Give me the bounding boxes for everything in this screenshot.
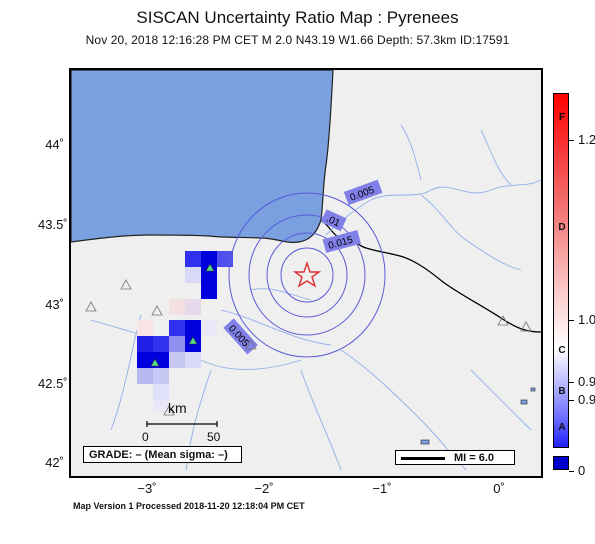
station-icon [163,405,175,416]
map-canvas[interactable]: 0.005 .01 0.015 0.005 [71,70,541,476]
station-icon [150,358,160,367]
mi-legend: MI = 6.0 [395,450,515,465]
lon-label: 0˚ [493,481,505,496]
colorbar-label: 1.0 [578,312,595,327]
epicenter-star-icon [292,260,322,288]
event-details: Nov 20, 2018 12:16:28 PM CET M 2.0 N43.1… [85,33,510,47]
processing-footer: Map Version 1 Processed 2018-11-20 12:18… [73,501,305,511]
station-icon [85,301,97,312]
colorbar-label: 0 [578,463,586,478]
station-icon [520,321,532,332]
station-icon [120,279,132,290]
station-icon [245,339,257,350]
colorbar-tick [569,320,574,321]
map-title: SISCAN Uncertainty Ratio Map : Pyrenees [136,8,459,27]
grade-letter: D [558,222,566,233]
colorbar-tick [569,140,574,141]
station-icon [188,336,198,345]
uncertainty-contours [228,192,386,358]
grade-letter: A [558,422,566,433]
lon-label: −1˚ [372,481,392,496]
lat-label: 42.5˚ [38,376,68,391]
uncertainty-cells [137,251,233,412]
lat-label: 43.5˚ [38,217,68,232]
scale-bar [146,421,218,427]
lon-label: −2˚ [254,481,274,496]
colorbar-tick [569,400,574,401]
colorbar [553,93,569,448]
grade-letter: F [558,112,566,123]
colorbar-label: 0.9 [578,392,595,407]
colorbar-tick [569,471,574,472]
lat-label: 44˚ [45,137,64,152]
station-icon [151,305,163,316]
map-frame[interactable]: 0.005 .01 0.015 0.005 [69,68,543,478]
station-markers [85,263,532,416]
station-icon [497,315,509,326]
lon-label: −3˚ [137,481,157,496]
grade-box: GRADE: – (Mean sigma: –) [83,446,242,463]
colorbar-tick [569,382,574,383]
colorbar-zero-swatch [553,456,569,470]
lat-label: 42˚ [45,455,64,470]
contour-label-2: .01 [324,214,342,230]
colorbar-label: 1.2 [578,132,595,147]
grade-letter: B [558,386,566,397]
scale-tick-label: 50 [207,430,221,444]
mi-line-icon [401,457,445,460]
mi-legend-label: MI = 6.0 [454,452,495,464]
grade-letter: C [558,345,566,356]
scale-unit-label: km [168,400,187,416]
station-icon [205,263,215,272]
colorbar-label: 0.9 [578,374,595,389]
lat-label: 43˚ [45,297,64,312]
contour-label-1: 0.005 [349,185,377,204]
scale-tick-label: 0 [142,430,149,444]
